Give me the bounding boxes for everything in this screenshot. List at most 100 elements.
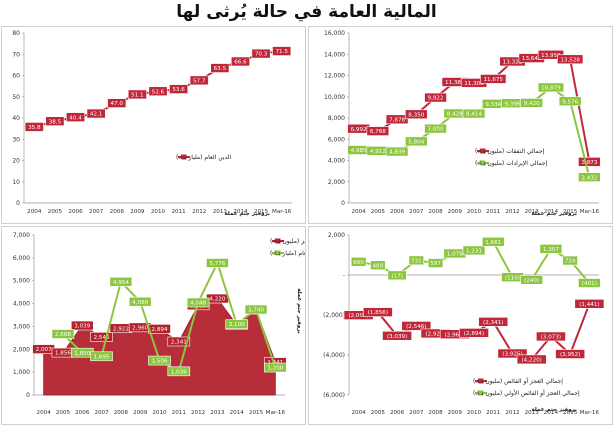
data-label: 42.1 xyxy=(86,108,106,119)
data-label-text: 6,768 xyxy=(370,129,386,135)
x-tick-label: 2008 xyxy=(110,209,125,215)
x-tick-label: 2006 xyxy=(68,209,83,215)
data-label-box xyxy=(481,236,505,247)
x-tick-label: 2010 xyxy=(152,410,167,416)
x-tick-label: Mar-16 xyxy=(272,209,292,215)
data-label-text: 4,912 xyxy=(370,149,386,155)
data-label-text: (2,922) xyxy=(425,332,445,338)
data-label-text: 9,420 xyxy=(524,101,540,107)
data-label-text: (2,007) xyxy=(348,313,368,319)
x-tick-label: 2009 xyxy=(130,209,145,215)
legend-marker xyxy=(478,390,484,396)
x-tick-label: Mar-16 xyxy=(580,410,600,416)
data-label: 53.6 xyxy=(169,84,189,94)
source-note: بروفيز جتم عملة xyxy=(296,288,302,334)
x-tick-label: 2011 xyxy=(486,209,501,215)
x-tick-label: Mar-16 xyxy=(266,410,286,416)
data-label: 3,100 xyxy=(225,319,249,329)
data-label-box xyxy=(385,114,409,125)
data-label-text: 2,432 xyxy=(581,175,597,181)
data-label-box xyxy=(537,82,565,93)
legend-entry: إجمالي الإيرادات (مليون د.ا.) xyxy=(475,160,548,167)
data-label-box xyxy=(382,330,412,341)
data-label-text: 63.5 xyxy=(214,66,227,72)
data-label-box xyxy=(405,136,428,147)
x-tick-label: 2010 xyxy=(151,209,166,215)
data-label-text: 11,388 xyxy=(445,80,465,86)
data-label-text: 3,873 xyxy=(581,160,597,166)
x-tick-label: 2006 xyxy=(390,410,405,416)
data-label: 489 xyxy=(370,260,386,271)
data-label-text: 9,334 xyxy=(485,102,501,108)
legend-entry: إجمالي العجز أو الفائض (مليون د.ا.) xyxy=(473,377,563,385)
page-title: المالية العامة في حالة يُرثى لها xyxy=(176,2,437,22)
data-label: (110) xyxy=(501,272,524,283)
data-label: 3,039 xyxy=(70,320,94,331)
data-label-box xyxy=(405,109,428,120)
data-label-box xyxy=(210,63,230,73)
chart-svg-spending: 0 2,000 4,000 6,000 8,000 10,000 12,000 14,000 1… xyxy=(324,30,601,217)
data-label-text: 3,039 xyxy=(74,324,90,330)
data-label: (3,925) xyxy=(497,348,528,359)
data-label: 63.5 xyxy=(210,63,230,73)
data-label-text: 9,396 xyxy=(504,101,520,107)
data-label: 4,220 xyxy=(206,293,229,304)
data-label-text: 1,850 xyxy=(74,351,90,357)
data-label: 8,428 xyxy=(443,108,467,119)
data-label: (4,220) xyxy=(516,354,547,365)
legend-marker xyxy=(275,250,281,256)
data-label: 3,740 xyxy=(244,304,268,315)
data-label: 70.3 xyxy=(251,48,271,59)
data-label-box xyxy=(578,172,601,182)
y-tick-label: 8,000 xyxy=(328,115,345,122)
data-label-text: 3,100 xyxy=(229,322,245,328)
data-label-box xyxy=(362,307,393,317)
y-tick-label: 30 xyxy=(12,136,20,143)
x-tick-label: 2013 xyxy=(210,410,225,416)
x-tick-label: 2007 xyxy=(409,209,424,215)
data-label-text: 42.1 xyxy=(90,112,103,118)
data-label-text: 1,661 xyxy=(485,240,501,246)
x-tick-label: 2015 xyxy=(563,209,578,215)
chart-panel-public-debt: 0 10 20 30 40 50 60 70 80 2004 2005 2006 2007 2008 200… xyxy=(1,26,306,224)
y-tick-label: 1,000 xyxy=(13,369,30,376)
data-label: 5,804 xyxy=(405,136,428,147)
x-tick-label: 2004 xyxy=(351,209,366,215)
y-tick-label: 40 xyxy=(12,115,20,122)
data-label-text: 731 xyxy=(411,258,422,264)
y-tick-label: 2,000 xyxy=(328,232,345,239)
y-tick-label: - xyxy=(343,272,345,279)
data-label-box xyxy=(230,56,250,67)
x-tick-label: 2013 xyxy=(525,209,540,215)
data-label-text: 47.0 xyxy=(111,101,124,107)
y-tick-label: 0 xyxy=(16,200,20,207)
data-label-text: 11,308 xyxy=(464,81,484,87)
data-label: 35.8 xyxy=(24,122,44,132)
data-label: 52.6 xyxy=(148,86,168,97)
data-label-text: (3,039) xyxy=(387,334,407,340)
y-tick-label: 4,000 xyxy=(328,158,345,165)
data-label-box xyxy=(520,98,543,108)
data-label: 1,850 xyxy=(70,347,94,358)
data-label-box xyxy=(90,351,113,362)
data-label-text: 5,776 xyxy=(209,261,225,267)
data-label-text: (3,952) xyxy=(560,352,580,358)
data-label-box xyxy=(424,123,447,134)
data-label: 1,231 xyxy=(462,245,486,256)
data-label-box xyxy=(516,354,547,365)
data-label: 9,576 xyxy=(558,96,582,107)
data-label-text: 53.6 xyxy=(172,87,185,93)
chart-svg-balance: (6,000) (4,000) (2,000) - 2,000 2004 2005 2006 2… xyxy=(323,232,605,416)
data-label-text: 1,200 xyxy=(267,366,283,372)
data-label: (1,441) xyxy=(574,299,605,309)
data-label-text: (1,856) xyxy=(368,310,388,316)
legend-entry: إجمالي العجز (مليون د.ا.) xyxy=(270,238,305,245)
data-label: 724 xyxy=(562,255,578,266)
data-label-box xyxy=(387,270,407,281)
x-tick-label: 2007 xyxy=(94,410,109,416)
data-label-box xyxy=(578,278,601,288)
data-label-box xyxy=(574,299,605,309)
data-label-text: 3,740 xyxy=(248,308,264,314)
source-note: بروفيز جتم عملة xyxy=(531,211,577,217)
data-label-text: 489 xyxy=(373,263,384,269)
